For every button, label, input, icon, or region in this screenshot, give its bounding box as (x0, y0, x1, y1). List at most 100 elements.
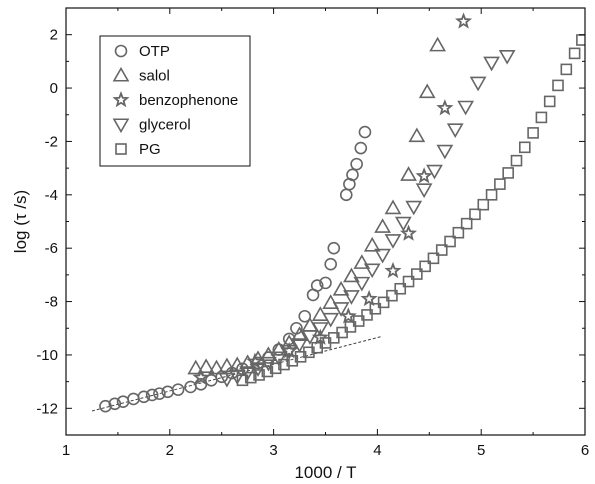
x-tick-label: 6 (581, 442, 589, 459)
salol-point (343, 267, 360, 283)
y-tick-label: 2 (50, 27, 58, 44)
pg-point (527, 127, 539, 139)
otp-point (99, 399, 112, 413)
otp-point (324, 257, 337, 271)
x-tick-label: 1 (62, 442, 70, 459)
benzophenone-point (246, 352, 264, 369)
salol-point (374, 218, 391, 233)
benzophenone-point (436, 99, 454, 116)
plot-area (91, 12, 585, 413)
benzophenone-point (192, 368, 210, 385)
glycerol-point (469, 76, 487, 92)
y-tick-label: -12 (36, 400, 58, 417)
pg-point (344, 321, 357, 333)
pg-point (469, 208, 481, 221)
glycerol-point (228, 370, 246, 385)
series-otp (99, 125, 372, 413)
pg-point (269, 362, 282, 375)
legend-marker-benzophenone (112, 91, 130, 108)
glycerol-point (446, 123, 464, 139)
pg-point (560, 63, 573, 76)
series-glycerol (218, 49, 516, 388)
x-tick-label: 2 (166, 442, 174, 459)
pg-point (427, 252, 440, 265)
benzophenone-point (455, 12, 473, 29)
glycerol-point (270, 351, 288, 367)
glycerol-point (363, 263, 381, 279)
legend: OTP salol benzophenone glycerol PG (99, 35, 251, 167)
legend-marker-otp (114, 44, 128, 58)
otp-point (354, 141, 368, 155)
legend-label-benzophenone: benzophenone (139, 92, 238, 109)
glycerol-point (405, 200, 423, 216)
otp-point (298, 309, 312, 323)
legend-marker-pg (115, 143, 127, 155)
pg-point (352, 315, 365, 327)
pg-point (394, 282, 407, 295)
glycerol-point (218, 372, 236, 388)
glycerol-point (498, 49, 516, 65)
glycerol-point (415, 183, 433, 199)
x-tick-label: 4 (373, 442, 381, 459)
pg-point (419, 260, 431, 273)
salol-point (197, 358, 215, 373)
pg-point (286, 355, 299, 367)
legend-label-salol: salol (139, 68, 170, 85)
benzophenone-point (415, 167, 433, 184)
pg-point (386, 289, 398, 302)
otp-point (350, 157, 363, 171)
otp-point (319, 276, 332, 290)
otp-point (171, 383, 185, 396)
pg-point (278, 358, 290, 371)
salol-point (408, 127, 426, 143)
y-tick-label: -4 (45, 187, 58, 204)
otp-point (145, 388, 159, 402)
salol-point (384, 199, 402, 215)
legend-label-otp: OTP (139, 43, 170, 60)
x-tick-label: 3 (269, 442, 277, 459)
pg-point (452, 226, 465, 239)
otp-point (108, 397, 122, 411)
x-axis-title: 1000 / T (294, 463, 356, 482)
glycerol-point (311, 322, 329, 337)
y-tick-label: -2 (45, 133, 58, 150)
pg-point (510, 154, 523, 167)
salol-point (187, 359, 205, 375)
benzophenone-point (399, 224, 418, 241)
glycerol-point (343, 290, 360, 305)
glycerol-point (332, 302, 350, 317)
glycerol-point (353, 276, 371, 292)
salol-point (353, 254, 371, 269)
pg-point (402, 275, 415, 288)
axes: 1 2 3 4 5 6 -12 -10 -8 -6 -4 -2 0 2 (36, 7, 589, 459)
benzophenone-point (360, 289, 378, 307)
pg-point (494, 178, 506, 190)
glycerol-point (291, 338, 308, 353)
pg-point (444, 235, 456, 248)
pg-point (568, 47, 581, 60)
y-tick-label: -10 (36, 347, 58, 364)
pg-point (261, 365, 274, 378)
pg-point (244, 371, 257, 384)
legend-label-pg: PG (139, 141, 161, 158)
benzophenone-point (384, 261, 402, 279)
pg-point (253, 369, 265, 381)
y-tick-label: -8 (45, 294, 58, 311)
salol-point (418, 83, 436, 99)
otp-point (310, 279, 324, 292)
y-axis-title: log (τ /s) (11, 190, 30, 253)
pg-point (502, 167, 514, 179)
otp-point (153, 387, 166, 400)
glycerol-point (457, 100, 475, 116)
pg-point (543, 95, 556, 108)
otp-point (194, 377, 208, 391)
glycerol-point (436, 144, 454, 160)
salol-point (429, 36, 446, 52)
glycerol-point (280, 344, 298, 360)
glycerol-point (374, 248, 391, 264)
legend-marker-salol (112, 66, 130, 82)
salol-point (400, 166, 417, 181)
pg-point (535, 111, 548, 124)
pg-point (435, 244, 448, 256)
